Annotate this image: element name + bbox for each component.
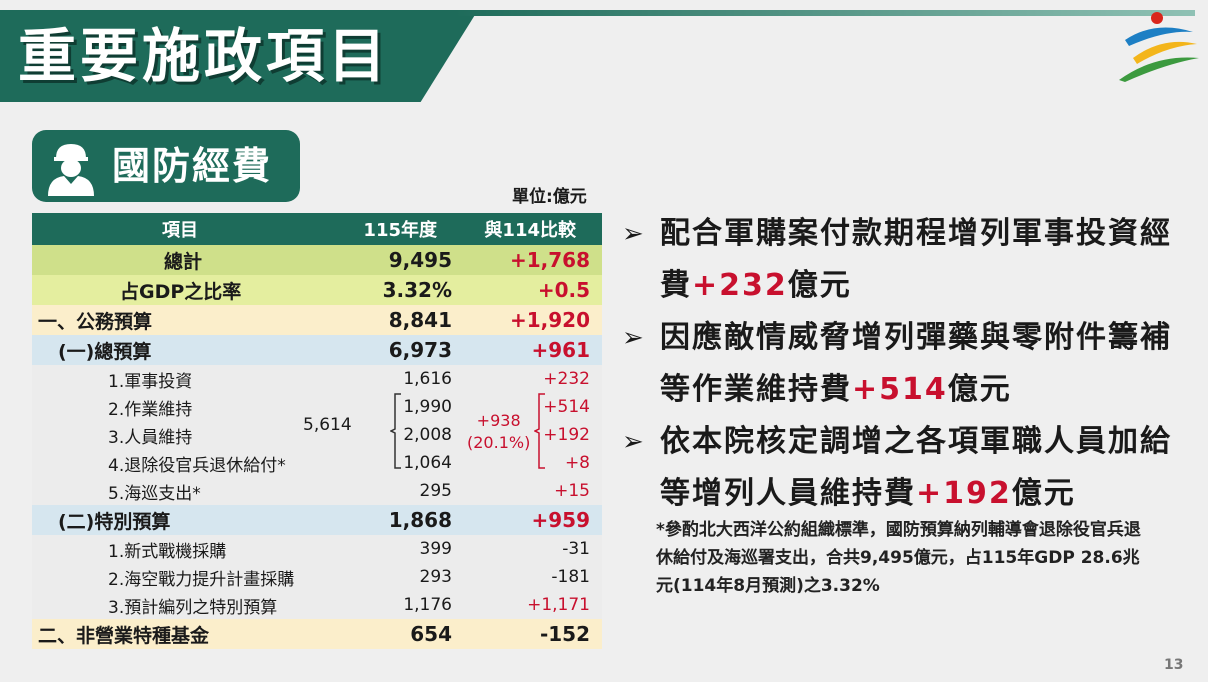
row-value: 1,990 bbox=[403, 397, 452, 417]
bullet-text: 依本院核定調增之各項軍職人員加給等增列人員維持費 bbox=[660, 424, 1172, 511]
table-row: 3.人員維持 2,008 +192 bbox=[32, 421, 602, 449]
row-value: 1,064 bbox=[403, 453, 452, 473]
row-value: 6,973 bbox=[388, 338, 452, 362]
row-value: 1,176 bbox=[403, 595, 452, 615]
row-compare: +959 bbox=[531, 508, 590, 532]
row-compare: +1,920 bbox=[509, 308, 590, 332]
col-header-115: 115年度 bbox=[363, 220, 437, 241]
row-label: (二)特別預算 bbox=[58, 510, 171, 533]
table-row: 3.預計編列之特別預算 1,176 +1,171 bbox=[32, 591, 602, 619]
row-compare: +0.5 bbox=[537, 278, 590, 302]
row-value: 399 bbox=[419, 539, 452, 559]
table-row-gdp-ratio: 占GDP之比率 3.32% +0.5 bbox=[32, 275, 602, 305]
section-title: 國防經費 bbox=[112, 144, 273, 188]
table-row-nonbusiness-fund: 二、非營業特種基金 654 -152 bbox=[32, 619, 602, 649]
row-compare: +1,768 bbox=[509, 248, 590, 272]
row-label: 1.新式戰機採購 bbox=[108, 541, 227, 562]
table-row: 5.海巡支出* 295 +15 bbox=[32, 477, 602, 505]
table-row-general-budget: (一)總預算 6,973 +961 bbox=[32, 335, 602, 365]
right-brace bbox=[534, 393, 545, 469]
row-label: 5.海巡支出* bbox=[108, 483, 201, 504]
row-compare: +8 bbox=[564, 453, 590, 473]
row-value: 2,008 bbox=[403, 425, 452, 445]
group-total-value: 5,614 bbox=[303, 415, 352, 435]
row-value: 654 bbox=[410, 622, 452, 646]
row-label: 4.退除役官兵退休給付* bbox=[108, 455, 286, 476]
row-value: 1,868 bbox=[388, 508, 452, 532]
row-label: 2.作業維持 bbox=[108, 399, 193, 420]
table-row: 4.退除役官兵退休給付* 1,064 +8 bbox=[32, 449, 602, 477]
row-label: 3.預計編列之特別預算 bbox=[108, 597, 278, 618]
col-header-compare: 與114比較 bbox=[484, 220, 576, 241]
row-label: 總計 bbox=[164, 250, 203, 273]
row-compare: -152 bbox=[539, 622, 590, 646]
defense-budget-table: 項目 115年度 與114比較 總計 9,495 +1,768 占GDP之比率 … bbox=[32, 213, 602, 649]
row-compare: +1,171 bbox=[527, 595, 590, 615]
bullet-text: 配合軍購案付款期程增列軍事投資經費 bbox=[660, 216, 1172, 303]
row-compare: -31 bbox=[562, 539, 590, 559]
table-row-public-budget: 一、公務預算 8,841 +1,920 bbox=[32, 305, 602, 335]
row-label: 一、公務預算 bbox=[38, 310, 153, 333]
row-label: 二、非營業特種基金 bbox=[38, 624, 210, 647]
left-brace bbox=[390, 393, 401, 469]
row-label: 2.海空戰力提升計畫採購 bbox=[108, 569, 295, 590]
bullet-suffix: 億元 bbox=[787, 268, 852, 303]
soldier-icon bbox=[48, 144, 94, 196]
bullet-suffix: 億元 bbox=[947, 372, 1012, 407]
table-row: 1.新式戰機採購 399 -31 bbox=[32, 535, 602, 563]
group-compare-value: +938 bbox=[476, 411, 521, 430]
bullet-item: ➢ 依本院核定調增之各項軍職人員加給等增列人員維持費+192億元 bbox=[622, 416, 1182, 520]
table-header: 項目 115年度 與114比較 bbox=[32, 213, 602, 245]
row-compare: +961 bbox=[531, 338, 590, 362]
row-label: 占GDP之比率 bbox=[120, 280, 242, 303]
bullet-list: ➢ 配合軍購案付款期程增列軍事投資經費+232億元 ➢ 因應敵情威脅增列彈藥與零… bbox=[622, 208, 1182, 520]
row-value: 295 bbox=[419, 481, 452, 501]
row-value: 1,616 bbox=[403, 369, 452, 389]
arrow-bullet-icon: ➢ bbox=[622, 323, 646, 353]
row-label: 3.人員維持 bbox=[108, 427, 193, 448]
header-banner bbox=[0, 10, 478, 102]
bullet-text: 因應敵情威脅增列彈藥與零附件籌補等作業維持費 bbox=[660, 320, 1172, 407]
row-compare: +15 bbox=[554, 481, 590, 501]
arrow-bullet-icon: ➢ bbox=[622, 219, 646, 249]
row-compare: +192 bbox=[543, 425, 590, 445]
row-value: 9,495 bbox=[388, 248, 452, 272]
bullet-item: ➢ 配合軍購案付款期程增列軍事投資經費+232億元 bbox=[622, 208, 1182, 312]
footnote: *參酌北大西洋公約組織標準，國防預算納列輔導會退除役官兵退休給付及海巡署支出，合… bbox=[656, 520, 1141, 596]
row-value: 8,841 bbox=[388, 308, 452, 332]
bullet-highlight: +192 bbox=[916, 476, 1012, 511]
row-label: (一)總預算 bbox=[58, 340, 152, 363]
page-title: 重要施政項目 bbox=[18, 22, 391, 90]
row-compare: -181 bbox=[551, 567, 590, 587]
table-row: 1.軍事投資 1,616 +232 bbox=[32, 365, 602, 393]
row-compare: +514 bbox=[543, 397, 590, 417]
table-row-total: 總計 9,495 +1,768 bbox=[32, 245, 602, 275]
page-number: 13 bbox=[1164, 657, 1184, 673]
bullet-item: ➢ 因應敵情威脅增列彈藥與零附件籌補等作業維持費+514億元 bbox=[622, 312, 1182, 416]
row-label: 1.軍事投資 bbox=[108, 371, 193, 392]
table-row: 2.作業維持 1,990 +514 bbox=[32, 393, 602, 421]
bullet-highlight: +514 bbox=[852, 372, 948, 407]
bullet-highlight: +232 bbox=[692, 268, 788, 303]
executive-yuan-logo bbox=[1119, 12, 1199, 82]
table-row: 2.海空戰力提升計畫採購 293 -181 bbox=[32, 563, 602, 591]
bullet-suffix: 億元 bbox=[1011, 476, 1076, 511]
header-rule bbox=[455, 10, 1195, 16]
unit-label: 單位:億元 bbox=[512, 187, 587, 207]
col-header-item: 項目 bbox=[162, 220, 198, 241]
arrow-bullet-icon: ➢ bbox=[622, 427, 646, 457]
group-compare: +938 (20.1%) bbox=[467, 410, 530, 454]
section-badge: 國防經費 bbox=[32, 130, 300, 202]
group-compare-percent: (20.1%) bbox=[467, 433, 531, 452]
table-row-special-budget: (二)特別預算 1,868 +959 bbox=[32, 505, 602, 535]
row-value: 293 bbox=[419, 567, 452, 587]
row-compare: +232 bbox=[543, 369, 590, 389]
row-value: 3.32% bbox=[382, 278, 452, 302]
